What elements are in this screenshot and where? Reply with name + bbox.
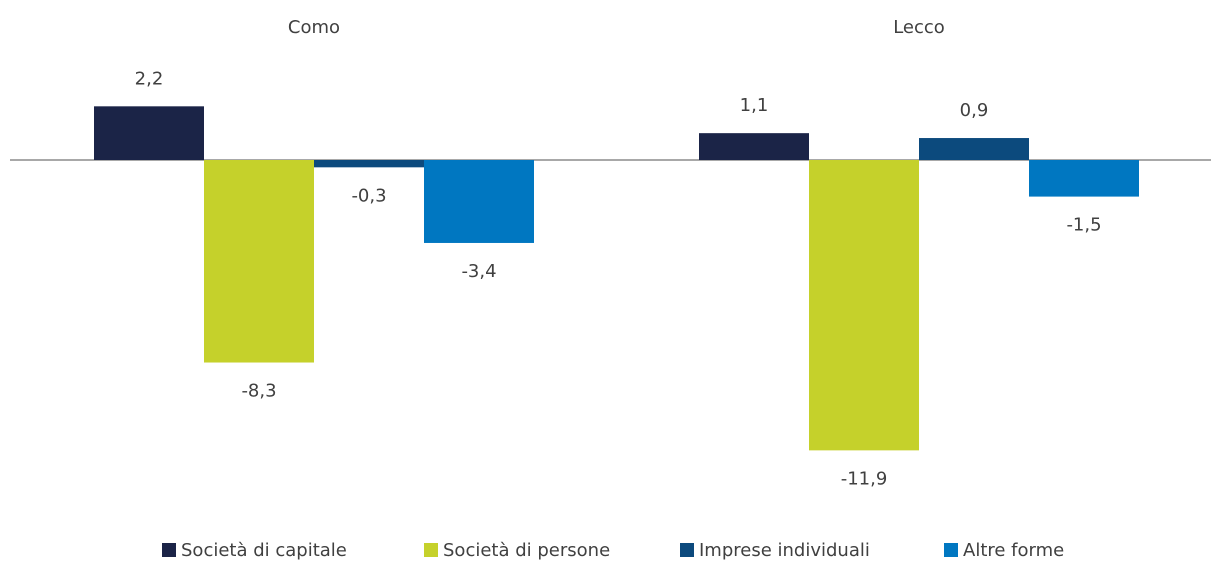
legend-label: Imprese individuali: [699, 540, 870, 561]
legend-label: Società di capitale: [181, 540, 347, 561]
data-label: -8,3: [241, 381, 276, 402]
data-label: -0,3: [351, 185, 386, 206]
data-label: -3,4: [461, 261, 496, 282]
bar: [919, 138, 1029, 160]
legend-label: Società di persone: [443, 540, 610, 561]
data-label: -1,5: [1066, 215, 1101, 236]
data-label: 2,2: [135, 68, 164, 89]
bar: [94, 106, 204, 160]
bar: [314, 160, 424, 168]
bar: [699, 133, 809, 160]
legend-swatch: [680, 543, 694, 557]
bar: [204, 160, 314, 363]
category-label: Lecco: [893, 17, 945, 38]
data-label: 0,9: [960, 100, 989, 121]
bar: [1029, 160, 1139, 197]
legend-swatch: [162, 543, 176, 557]
legend-swatch: [944, 543, 958, 557]
category-label: Como: [288, 17, 340, 38]
bar: [424, 160, 534, 243]
data-label: 1,1: [740, 95, 769, 116]
bar: [809, 160, 919, 451]
data-label: -11,9: [841, 468, 888, 489]
legend-label: Altre forme: [963, 540, 1064, 561]
legend-swatch: [424, 543, 438, 557]
